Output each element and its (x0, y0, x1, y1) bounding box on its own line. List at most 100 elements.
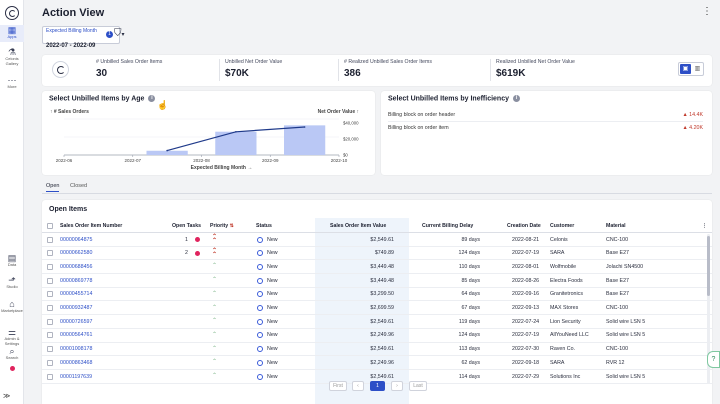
sales-order-link[interactable]: 00001197639 (60, 373, 93, 380)
page-current[interactable]: 1 (370, 381, 385, 391)
help-icon[interactable]: ? (707, 351, 720, 368)
table-row[interactable]: 00000564761 ⌃ New $2,249.96 124 days 2022-07-… (42, 329, 712, 343)
table-row[interactable]: 00000869778 ⌃ New $3,449.48 85 days 2022-08-2… (42, 274, 712, 288)
sales-order-link[interactable]: 00000564761 (60, 332, 93, 339)
col-header-delay[interactable]: Current Billing Delay (422, 223, 474, 229)
customer: MAX Stores (550, 305, 579, 311)
status-text: New (267, 346, 278, 353)
col-header-customer[interactable]: Customer (550, 223, 575, 229)
bar-2022-09[interactable] (284, 125, 326, 155)
priority-low-icon: ⌃ (212, 373, 218, 379)
col-header-material[interactable]: Material (606, 223, 626, 229)
sales-order-link[interactable]: 00000064875 (60, 236, 93, 243)
sales-order-link[interactable]: 00000455714 (60, 291, 93, 298)
filter-label: Expected Billing Month (46, 28, 97, 34)
col-header-value[interactable]: Sales Order Item Value (330, 223, 387, 229)
table-row[interactable]: 00000726597 ⌃ New $2,549.61 119 days 2022-07-… (42, 315, 712, 329)
item-value: $3,449.48 (370, 277, 394, 284)
inefficiency-row[interactable]: Billing block on order item ▲ 4.20K (388, 125, 703, 131)
row-checkbox[interactable] (47, 318, 53, 325)
scrollbar[interactable] (707, 234, 710, 384)
avatar[interactable] (10, 366, 15, 371)
celonis-logo-icon[interactable] (5, 6, 19, 20)
col-header-tasks[interactable]: Open Tasks (172, 223, 202, 229)
line-point (166, 149, 168, 152)
sidebar-item-label: Studio (6, 284, 18, 289)
age-chart[interactable]: 2022-06 2022-07 2022-08 2022-09 2022-10 $40,0… (42, 91, 375, 175)
table-row[interactable]: 00001008178 ⌃ New $2,549.61 113 days 2022-07-… (42, 343, 712, 357)
row-checkbox[interactable] (47, 236, 53, 243)
col-header-number[interactable]: Sales Order Item Number (60, 223, 123, 229)
row-checkbox[interactable] (47, 291, 53, 298)
col-header-status[interactable]: Status (256, 223, 272, 229)
table-menu-icon[interactable]: ⋮ (702, 223, 708, 229)
info-icon[interactable]: i (512, 95, 520, 102)
select-all-checkbox[interactable] (47, 223, 53, 229)
row-checkbox[interactable] (47, 359, 53, 366)
last-page-button[interactable]: Last (409, 381, 427, 391)
inefficiency-value: ▲ 4.20K (682, 125, 703, 131)
sales-order-link[interactable]: 00000662580 (60, 250, 93, 257)
item-value: $2,549.61 (370, 318, 394, 325)
table-row[interactable]: 00000455714 ⌃ New $3,299.50 64 days 2022-09-1… (42, 288, 712, 302)
bar-2022-07[interactable] (146, 150, 188, 155)
billing-delay: 110 days (458, 263, 480, 270)
table-row[interactable]: 00000688456 ⌃ New $3,449.48 110 days 2022-08-… (42, 260, 712, 275)
kpi-unbilled-value: Unbilled Net Order Value $70K (225, 59, 283, 79)
table-row[interactable]: 00000863468 ⌃ New $2,249.96 62 days 2022-09-1… (42, 356, 712, 370)
more-options-icon[interactable]: ⋮ (702, 6, 712, 17)
prev-page-button[interactable]: ‹ (352, 381, 364, 391)
status-icon (257, 332, 263, 339)
sales-order-link[interactable]: 00000726597 (60, 318, 93, 325)
sidebar-item-admin[interactable]: ⚌ Admin & Settings (0, 327, 24, 348)
row-checkbox[interactable] (47, 332, 53, 339)
sidebar-item-search[interactable]: ⌕ Search (0, 346, 24, 363)
sidebar-item-data[interactable]: ▤ Data (0, 253, 24, 270)
status-icon (257, 346, 263, 353)
sidebar-item-studio[interactable]: ⬏ Studio (0, 275, 24, 292)
x-tick-label: 2022-09 (262, 158, 279, 163)
admin-icon: ⚌ (7, 327, 17, 337)
billing-month-filter[interactable]: Expected Billing Month 2022-07 - 2022-09 (42, 26, 120, 49)
chart-view-icon[interactable]: ▣ (680, 64, 691, 74)
material: Solid wire LSN 5 (606, 373, 646, 380)
sidebar-item-marketplace[interactable]: ⌂ Marketplace (0, 299, 24, 316)
col-header-date[interactable]: Creation Date (507, 223, 541, 229)
scrollbar-thumb[interactable] (707, 236, 710, 296)
tab-open[interactable]: Open (46, 183, 60, 192)
sales-order-link[interactable]: 00000688456 (60, 263, 93, 270)
row-checkbox[interactable] (47, 277, 53, 284)
first-page-button[interactable]: First (329, 381, 347, 391)
info-icon[interactable]: i (148, 95, 156, 102)
table-title: Open Items (49, 206, 88, 213)
sidebar-item-more[interactable]: ⋯ More (0, 75, 24, 92)
table-row[interactable]: 00000932487 ⌃ New $2,699.59 67 days 2022-09-1… (42, 302, 712, 316)
expand-sidebar-icon[interactable]: ≫ (3, 393, 11, 400)
row-checkbox[interactable] (47, 250, 53, 257)
billing-delay: 64 days (461, 291, 480, 298)
inefficiency-value: ▲ 14.4K (682, 112, 703, 118)
sales-order-link[interactable]: 00001008178 (60, 346, 93, 353)
sales-order-link[interactable]: 00000863468 (60, 359, 93, 366)
sidebar-item-label: Data (7, 262, 17, 267)
filter-icon[interactable]: ⛉▾ (114, 28, 125, 39)
status-icon (257, 359, 263, 366)
col-header-priority[interactable]: Priority ⇅ (210, 223, 234, 229)
inefficiency-row[interactable]: Billing block on order header ▲ 14.4K (388, 112, 703, 118)
billing-delay: 67 days (461, 305, 480, 311)
bar-2022-08[interactable] (215, 131, 257, 155)
grid-view-icon[interactable]: ▥ (694, 66, 701, 72)
row-checkbox[interactable] (47, 373, 53, 380)
row-checkbox[interactable] (47, 346, 53, 353)
sales-order-link[interactable]: 00000869778 (60, 277, 93, 284)
next-page-button[interactable]: › (391, 381, 403, 391)
tab-closed[interactable]: Closed (70, 183, 88, 189)
sales-order-link[interactable]: 00000932487 (60, 305, 93, 311)
sidebar-item-grid[interactable]: ▦ Apps (0, 25, 24, 42)
row-checkbox[interactable] (47, 305, 53, 311)
page-title: Action View (42, 7, 105, 19)
sidebar-item-gallery[interactable]: ⚗ Celonis Gallery (0, 47, 24, 68)
table-row[interactable]: 00000064875 1 ⌃ ⌃ New $2,549.61 89 days 2022-08… (42, 233, 712, 247)
table-row[interactable]: 00000662580 2 ⌃ ⌃ New $749.89 124 days 2022-07-… (42, 247, 712, 261)
row-checkbox[interactable] (47, 263, 53, 270)
